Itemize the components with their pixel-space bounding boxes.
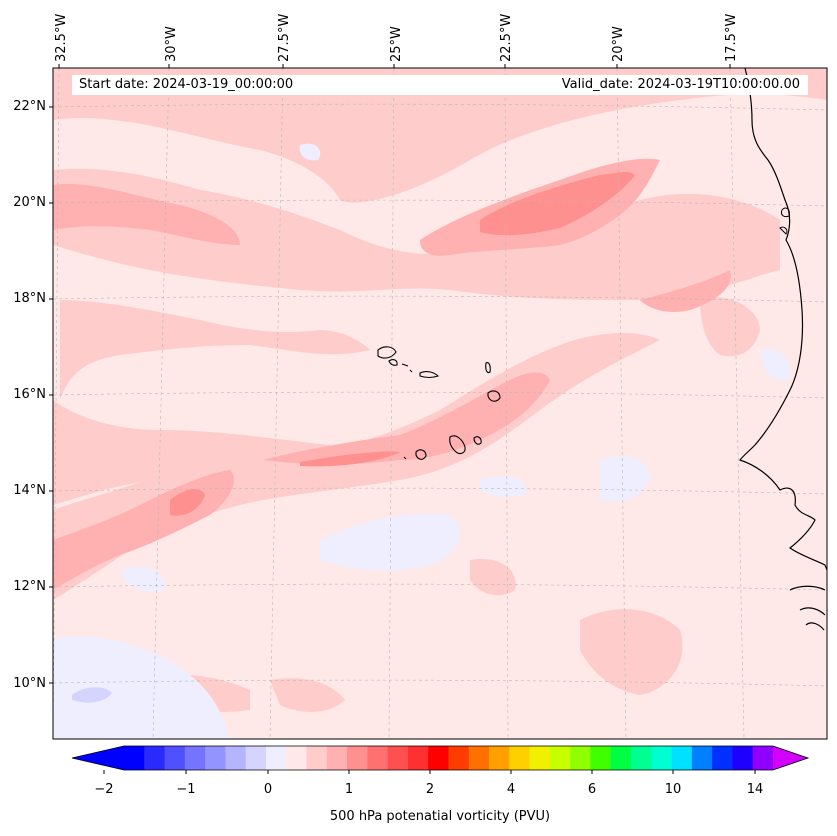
- cape-verde-islands: [377, 346, 501, 460]
- colorbar: [71, 745, 810, 774]
- pv-contours-core: [170, 171, 635, 516]
- colorbar-tick-label: 2: [425, 782, 435, 797]
- colorbar-segment: [468, 746, 490, 770]
- lon-label: 32.5°W: [54, 13, 69, 62]
- lat-label: 14°N: [13, 483, 46, 498]
- colorbar-segment: [651, 746, 673, 770]
- coastline-africa: [739, 68, 827, 631]
- colorbar-extend-high: [773, 746, 808, 770]
- pv-background: [53, 68, 827, 739]
- colorbar-segment: [752, 746, 774, 770]
- start-date-label: Start date: 2024-03-19_00:00:00: [79, 77, 294, 92]
- colorbar-segment: [631, 746, 652, 770]
- pv-contours-negative-deep: [72, 687, 112, 703]
- colorbar-tick-label: 6: [587, 782, 597, 797]
- axis-ticks: [49, 64, 731, 684]
- colorbar-extend-low: [72, 746, 124, 770]
- date-info-box: Start date: 2024-03-19_00:00:00 Valid_da…: [72, 75, 808, 95]
- colorbar-tick-label: −1: [176, 782, 196, 797]
- lon-label: 20°W: [611, 26, 626, 62]
- colorbar-tick-label: 14: [746, 782, 764, 797]
- coastline-islands-north: [779, 207, 790, 235]
- colorbar-segment: [164, 746, 186, 770]
- colorbar-segment: [509, 746, 531, 770]
- colorbar-segment: [347, 746, 368, 770]
- colorbar-segment: [144, 746, 166, 770]
- lat-label: 20°N: [13, 195, 46, 210]
- colorbar-segment: [387, 746, 409, 770]
- lon-label: 27.5°W: [277, 13, 292, 62]
- colorbar-segment: [124, 746, 145, 770]
- colorbar-segment: [448, 746, 470, 770]
- colorbar-segment: [732, 746, 754, 770]
- map-panel: [53, 68, 827, 739]
- lon-label: 30°W: [164, 26, 179, 62]
- lat-label: 18°N: [13, 291, 46, 306]
- colorbar-segment: [306, 746, 328, 770]
- colorbar-segment: [712, 746, 733, 770]
- lon-label: 17.5°W: [724, 13, 739, 62]
- colorbar-segment: [489, 746, 510, 770]
- colorbar-segment: [428, 746, 449, 770]
- colorbar-segment: [184, 746, 206, 770]
- colorbar-tick-label: 4: [506, 782, 516, 797]
- valid-date-label: Valid_date: 2024-03-19T10:00:00.00: [561, 77, 800, 92]
- colorbar-segment: [671, 746, 693, 770]
- lon-label: 25°W: [389, 26, 404, 62]
- map-frame: [52, 67, 828, 740]
- colorbar-segment: [590, 746, 612, 770]
- lon-label: 22.5°W: [499, 13, 514, 62]
- colorbar-tick-label: −2: [94, 782, 114, 797]
- colorbar-tick-label: 0: [263, 782, 273, 797]
- colorbar-title: 500 hPa potenatial vorticity (PVU): [329, 809, 551, 824]
- colorbar-segment: [691, 746, 713, 770]
- colorbar-segment: [407, 746, 429, 770]
- lat-label: 22°N: [13, 99, 46, 114]
- colorbar-outline: [71, 745, 810, 771]
- graticule: [53, 68, 827, 739]
- colorbar-segment: [549, 746, 571, 770]
- colorbar-tick-label: 10: [664, 782, 682, 797]
- colorbar-segment: [570, 746, 591, 770]
- lat-label: 10°N: [13, 676, 46, 691]
- colorbar-segment: [205, 746, 226, 770]
- colorbar-tick-label: 1: [344, 782, 354, 797]
- colorbar-segment: [367, 746, 389, 770]
- colorbar-segment: [265, 746, 287, 770]
- colorbar-segment: [286, 746, 308, 770]
- lat-label: 12°N: [13, 579, 46, 594]
- colorbar-segment: [225, 746, 247, 770]
- lat-label: 16°N: [13, 387, 46, 402]
- colorbar-segment: [529, 746, 551, 770]
- colorbar-segment: [245, 746, 267, 770]
- colorbar-segment: [610, 746, 632, 770]
- colorbar-segment: [326, 746, 348, 770]
